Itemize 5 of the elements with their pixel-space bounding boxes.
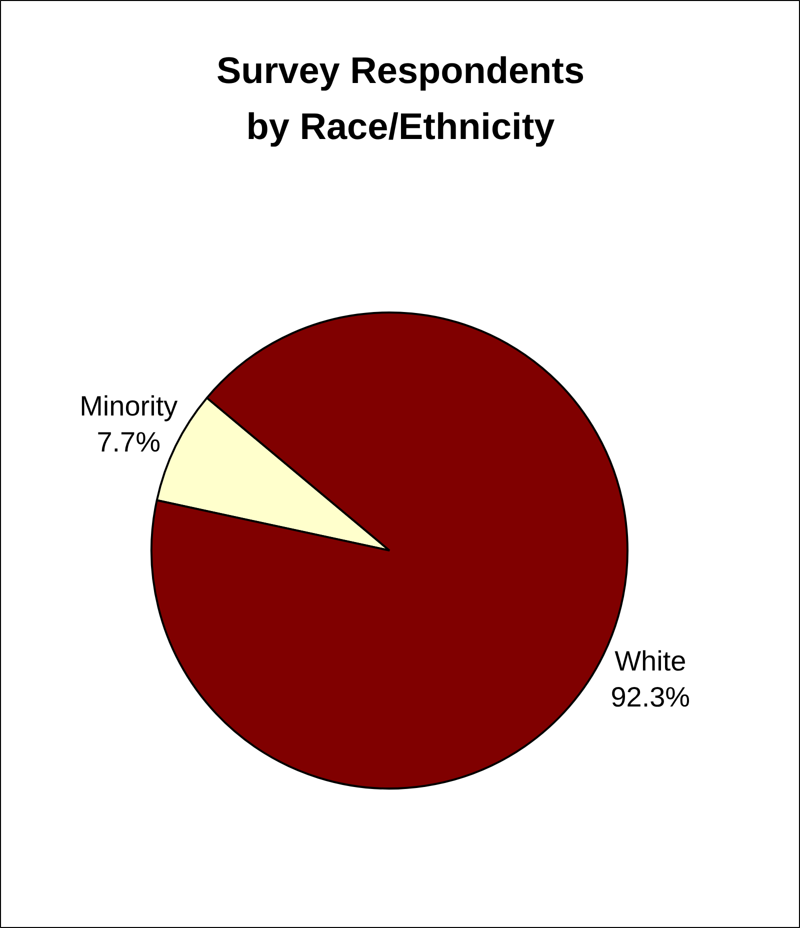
data-label: 7.7% — [96, 426, 161, 458]
slice-label: Minority — [80, 390, 178, 422]
data-label: 92.3% — [610, 681, 690, 712]
chart-title: Survey Respondents by Race/Ethnicity — [216, 50, 585, 147]
slice-label: White — [614, 645, 686, 676]
